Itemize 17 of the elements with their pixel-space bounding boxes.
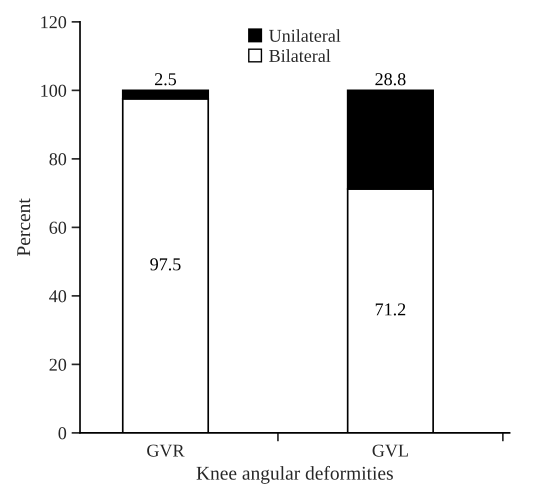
y-axis-title: Percent [17, 198, 30, 256]
x-tick-label: GVR [147, 444, 185, 457]
y-tick-label: 60 [50, 222, 66, 234]
y-tick-label: 0 [58, 427, 66, 440]
y-tick-label: 40 [49, 290, 66, 302]
y-tick-label: 120 [41, 16, 66, 28]
y-tick-label: 20 [50, 358, 66, 371]
data-label: 2.5 [154, 73, 176, 86]
legend-label: Bilateral [269, 49, 330, 62]
y-tick-label: 80 [49, 153, 66, 166]
y-tick-label: 100 [41, 84, 66, 97]
legend-label: Unilateral [269, 29, 340, 42]
data-label: 97.5 [150, 258, 181, 271]
data-label: 28.8 [375, 73, 406, 86]
x-axis-title: Knee angular deformities [196, 466, 393, 484]
x-tick-label: GVL [372, 444, 408, 457]
data-label: 71.2 [376, 303, 406, 316]
